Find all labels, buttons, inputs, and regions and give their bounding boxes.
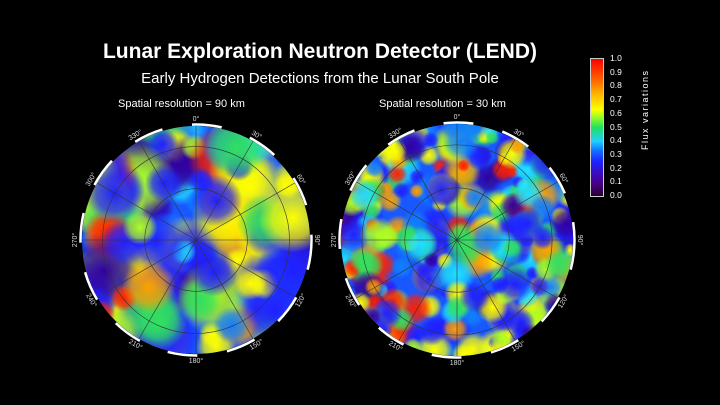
colorbar-tick: 0.7 — [610, 94, 622, 105]
colorbar-tick: 1.0 — [610, 53, 622, 63]
colorbar-tick: 0.3 — [610, 148, 622, 159]
flux-map-left — [82, 126, 310, 354]
colorbar-tick: 0.5 — [610, 121, 622, 132]
colorbar-label: Flux variations — [640, 69, 650, 150]
longitude-label: 0° — [193, 115, 200, 123]
longitude-label: 180° — [450, 359, 465, 367]
flux-map-right — [341, 124, 573, 356]
longitude-label: 90° — [576, 235, 584, 246]
figure-subtitle: Early Hydrogen Detections from the Lunar… — [141, 70, 499, 87]
colorbar-tick: 0.4 — [610, 135, 622, 146]
longitude-label: 0° — [454, 113, 461, 121]
colorbar-tick: 0.6 — [610, 107, 622, 118]
map-label-left: Spatial resolution = 90 km — [118, 98, 245, 110]
map-border — [338, 121, 576, 359]
colorbar-tick: 0.1 — [610, 176, 622, 187]
longitude-label: 180° — [189, 357, 204, 365]
colorbar — [590, 58, 604, 197]
longitude-label: 90° — [313, 235, 321, 246]
figure-title: Lunar Exploration Neutron Detector (LEND… — [102, 40, 538, 63]
colorbar-tick: 0.2 — [610, 162, 622, 173]
map-label-right: Spatial resolution = 30 km — [379, 98, 506, 110]
longitude-label: 270° — [330, 233, 338, 248]
colorbar-tick: 0.8 — [610, 80, 622, 91]
longitude-label: 270° — [71, 233, 79, 248]
colorbar-tick: 0.9 — [610, 66, 622, 77]
colorbar-tick: 0.0 — [610, 190, 622, 200]
map-border — [79, 123, 313, 357]
